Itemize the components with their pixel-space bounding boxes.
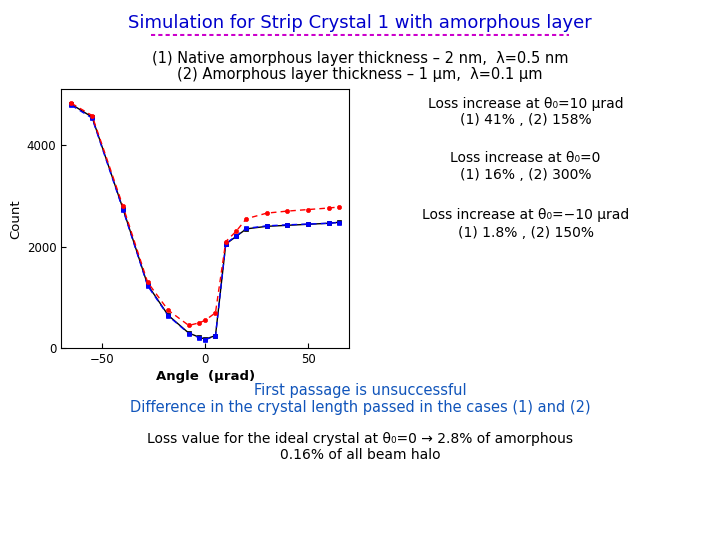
Text: (1) 41% , (2) 158%: (1) 41% , (2) 158%: [460, 113, 591, 127]
Text: (1) 1.8% , (2) 150%: (1) 1.8% , (2) 150%: [458, 226, 593, 240]
Text: 0.16% of all beam halo: 0.16% of all beam halo: [279, 448, 441, 462]
Text: (1) 16% , (2) 300%: (1) 16% , (2) 300%: [460, 168, 591, 183]
Text: Difference in the crystal length passed in the cases (1) and (2): Difference in the crystal length passed …: [130, 400, 590, 415]
Text: Loss increase at θ₀=−10 μrad: Loss increase at θ₀=−10 μrad: [422, 208, 629, 222]
Text: Loss value for the ideal crystal at θ₀=0 → 2.8% of amorphous: Loss value for the ideal crystal at θ₀=0…: [147, 432, 573, 446]
Text: Loss increase at θ₀=10 μrad: Loss increase at θ₀=10 μrad: [428, 97, 624, 111]
Text: Simulation for Strip Crystal 1 with amorphous layer: Simulation for Strip Crystal 1 with amor…: [128, 14, 592, 31]
Text: (2) Amorphous layer thickness – 1 μm,  λ=0.1 μm: (2) Amorphous layer thickness – 1 μm, λ=…: [177, 68, 543, 83]
Y-axis label: Count: Count: [9, 199, 22, 239]
Text: (1) Native amorphous layer thickness – 2 nm,  λ=0.5 nm: (1) Native amorphous layer thickness – 2…: [152, 51, 568, 66]
Text: Loss increase at θ₀=0: Loss increase at θ₀=0: [451, 151, 600, 165]
X-axis label: Angle  (μrad): Angle (μrad): [156, 370, 255, 383]
Text: First passage is unsuccessful: First passage is unsuccessful: [253, 383, 467, 399]
